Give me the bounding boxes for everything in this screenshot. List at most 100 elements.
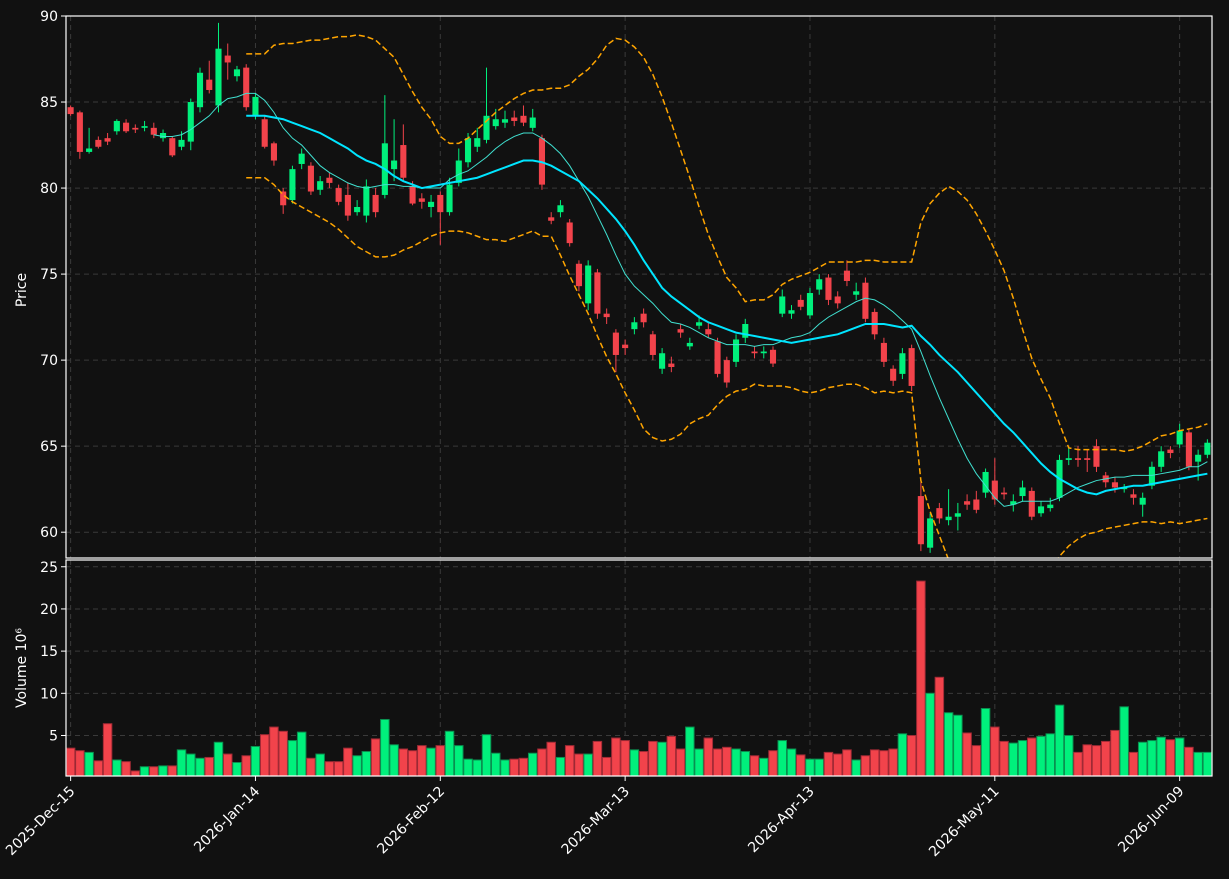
volume-bar xyxy=(537,748,547,776)
y-tick-label: 10 xyxy=(40,686,58,702)
candle-body xyxy=(834,296,841,304)
candle-body xyxy=(945,516,952,521)
y-tick-label: 5 xyxy=(49,729,58,745)
candle-body xyxy=(853,291,860,295)
candle-body xyxy=(1111,482,1119,488)
volume-bar xyxy=(1036,735,1046,776)
bollinger-band xyxy=(246,34,1208,453)
volume-bar xyxy=(527,752,538,776)
candle-body xyxy=(76,112,83,152)
candle-body xyxy=(1176,430,1183,445)
candle-body xyxy=(169,138,176,156)
candle-body xyxy=(354,206,361,213)
candle-body xyxy=(936,508,943,519)
volume-bar xyxy=(324,761,335,776)
candle-body xyxy=(1010,501,1017,505)
candle-body xyxy=(779,296,786,314)
candle-body xyxy=(927,518,934,548)
candle-body xyxy=(252,96,259,116)
volume-bar xyxy=(611,737,621,776)
volume-bar xyxy=(259,734,270,776)
volume-bar xyxy=(731,748,741,776)
candle-body xyxy=(575,263,582,287)
volume-bar xyxy=(315,753,325,776)
candle-body xyxy=(982,471,989,493)
volume-bar xyxy=(925,692,935,776)
volume-bar xyxy=(1156,736,1166,776)
candle-body xyxy=(732,339,740,362)
candle-body xyxy=(991,480,998,500)
volume-bar xyxy=(786,748,797,776)
volume-bar xyxy=(1027,737,1037,776)
candle-body xyxy=(742,323,749,338)
candle-body xyxy=(769,349,777,364)
candle-body xyxy=(1185,432,1192,467)
candle-body xyxy=(261,119,268,147)
volume-bar xyxy=(759,757,769,776)
volume-bar xyxy=(694,748,704,776)
volume-bar xyxy=(712,748,723,776)
volume-bar xyxy=(130,770,141,776)
volume-bar xyxy=(1137,741,1148,776)
volume-bar xyxy=(814,758,824,776)
volume-grid xyxy=(66,560,1212,776)
candle-body xyxy=(159,133,167,139)
y-tick-label: 20 xyxy=(40,602,58,618)
volume-bar xyxy=(463,758,473,776)
volume-bar xyxy=(1045,733,1056,776)
volume-bar xyxy=(454,745,464,776)
volume-bar xyxy=(1147,740,1157,776)
volume-bar xyxy=(370,738,381,776)
candle-body xyxy=(529,117,536,128)
candle-body xyxy=(289,169,296,201)
volume-bar xyxy=(795,754,806,776)
price-axis-label: Price xyxy=(14,273,30,307)
candle-body xyxy=(335,188,342,202)
candle-body xyxy=(474,138,481,147)
volume-bar xyxy=(417,745,427,776)
volume-bar xyxy=(823,751,834,776)
volume-bar xyxy=(1110,729,1120,776)
price-frame xyxy=(65,15,1213,559)
volume-bar xyxy=(583,753,593,776)
candle-body xyxy=(178,139,185,147)
candle-body xyxy=(104,138,111,142)
candle-body xyxy=(1001,492,1008,495)
volume-bar xyxy=(999,740,1009,776)
candle-body xyxy=(233,69,241,77)
candle-body xyxy=(270,143,277,161)
volume-bar xyxy=(1193,751,1203,776)
candle-body xyxy=(649,334,656,355)
volume-bar xyxy=(1091,745,1102,776)
candle-body xyxy=(1047,504,1054,509)
volume-bar xyxy=(407,750,418,776)
candle-body xyxy=(843,270,850,281)
candle-body xyxy=(1065,458,1072,460)
candle-body xyxy=(631,322,638,330)
volume-bar xyxy=(1119,706,1129,776)
volume-bar xyxy=(666,735,677,776)
y-tick-label: 85 xyxy=(40,95,58,111)
volume-bar xyxy=(592,740,603,776)
candle-body xyxy=(723,360,730,383)
volume-bar xyxy=(943,712,954,776)
candle-body xyxy=(326,177,333,183)
volume-axis-label: Volume 10⁶ xyxy=(14,628,30,708)
volume-bar xyxy=(84,751,94,776)
volume-bar xyxy=(398,748,409,776)
volume-bar xyxy=(916,580,926,776)
candle-body xyxy=(668,363,675,368)
candle-body xyxy=(1158,451,1165,467)
volume-bar xyxy=(204,756,215,776)
candle-body xyxy=(1019,487,1026,497)
volume-bar xyxy=(1128,751,1139,776)
volume-bar xyxy=(287,740,298,776)
candle-body xyxy=(409,186,416,204)
volume-bar xyxy=(278,730,288,776)
volume-bar xyxy=(444,730,455,776)
candle-body xyxy=(566,222,573,244)
volume-bar xyxy=(343,747,353,776)
volume-bar xyxy=(380,718,390,776)
volume-bar xyxy=(1017,740,1028,776)
